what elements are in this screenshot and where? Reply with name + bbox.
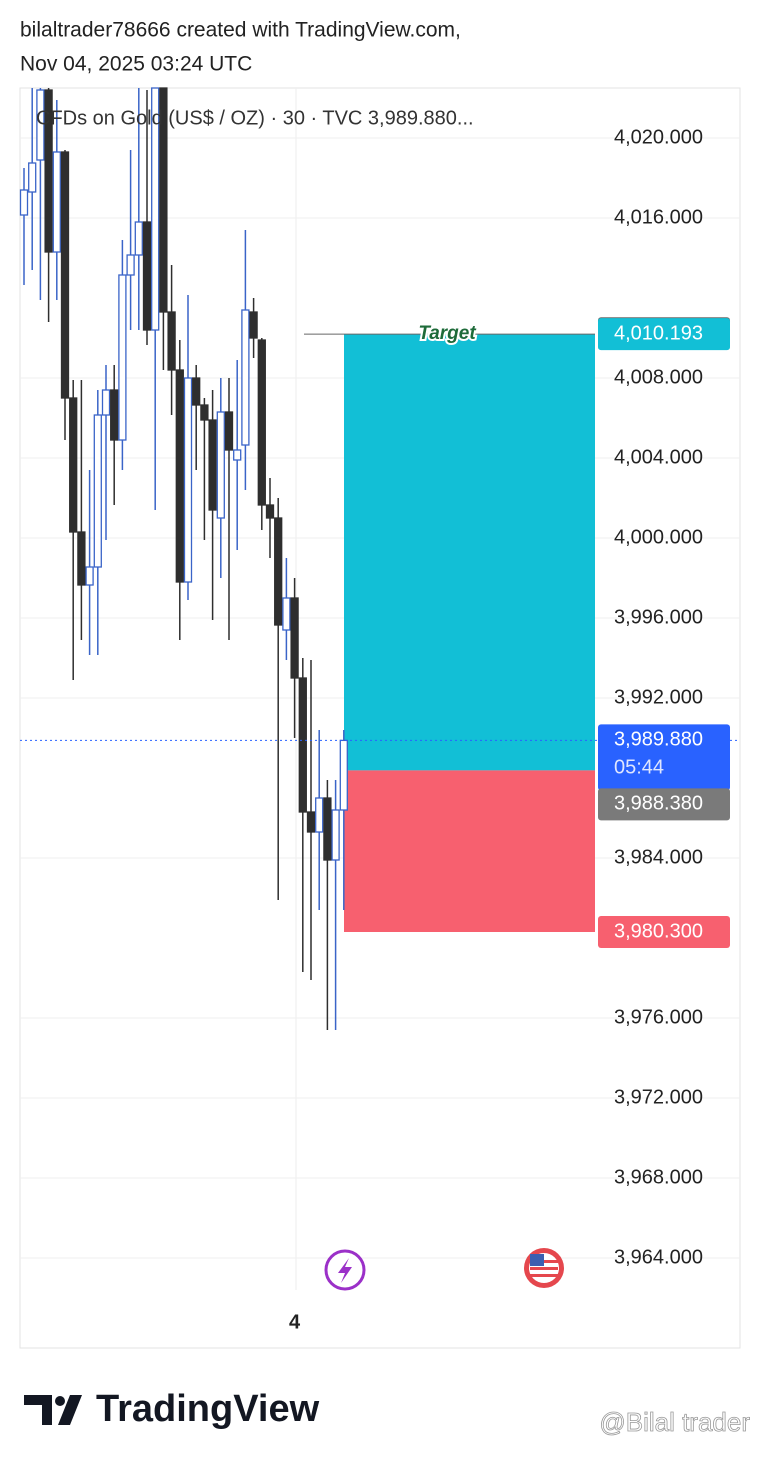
watermark: @Bilal trader	[599, 1407, 750, 1437]
candle-body	[44, 89, 53, 253]
lightning-icon	[324, 1249, 366, 1291]
candle-body	[339, 739, 348, 811]
plot: 4,020.000 4,016.000 4,008.000 4,004.000 4,00…	[19, 87, 740, 1333]
candle-body	[93, 414, 102, 568]
countdown-label: 05:44	[614, 757, 664, 779]
candle-body	[233, 449, 242, 461]
candle-body	[151, 87, 160, 331]
candle-body	[331, 809, 340, 861]
candle-body	[192, 377, 201, 406]
candle-body	[183, 377, 193, 583]
price-label: 4,010.193	[614, 322, 703, 344]
legend-title: CFDs on Gold (US$ / OZ) · 30 · TVC 3,989…	[36, 107, 474, 129]
candle-body	[159, 87, 168, 313]
candle-body	[52, 151, 61, 253]
candle-body	[323, 797, 332, 861]
candle-body	[265, 504, 275, 519]
y-tick-label: 4,000.000	[614, 526, 703, 548]
target-label: Target	[418, 323, 476, 344]
candle-body	[60, 151, 70, 399]
y-tick-label: 4,016.000	[614, 206, 703, 228]
candle-body	[118, 274, 127, 441]
tv-logo	[24, 1395, 82, 1425]
candle-body	[224, 411, 234, 451]
candle-body	[69, 397, 78, 533]
candle-body	[101, 389, 111, 416]
flag-icon	[524, 1248, 564, 1288]
candle-body	[200, 404, 209, 421]
price-label-box	[598, 916, 730, 948]
candle-body	[175, 369, 184, 583]
candle-body	[167, 311, 176, 371]
candle-body	[110, 389, 119, 441]
candle-body	[208, 419, 217, 511]
price-label-box	[598, 318, 730, 351]
candle-body	[290, 597, 299, 679]
price-label: 3,980.300	[614, 920, 703, 942]
candle-body	[298, 677, 307, 813]
candle-body	[282, 597, 291, 631]
candle-body	[134, 221, 143, 256]
candle-body	[142, 221, 152, 331]
y-tick-label: 3,984.000	[614, 846, 703, 868]
header-line: Nov 04, 2025 03:24 UTC	[20, 53, 252, 76]
candle-body	[306, 811, 316, 833]
y-tick-label: 3,976.000	[614, 1006, 703, 1028]
price-label: 3,988.380	[614, 793, 703, 815]
candle-body	[126, 254, 135, 276]
y-tick-label: 3,996.000	[614, 606, 703, 628]
logo-text: TradingView	[96, 1388, 320, 1430]
y-tick-label: 3,992.000	[614, 686, 703, 708]
candle-body	[77, 531, 86, 586]
candle-body	[257, 339, 266, 506]
loss-zone	[344, 770, 595, 932]
y-tick-label: 3,964.000	[614, 1246, 703, 1268]
frame	[19, 87, 741, 1349]
candle-body	[85, 566, 94, 586]
candle-body	[249, 311, 258, 339]
header-line: bilaltrader78666 created with TradingVie…	[20, 19, 461, 42]
candle-body	[315, 797, 324, 833]
y-tick-label: 3,972.000	[614, 1086, 703, 1108]
profit-zone	[344, 334, 595, 771]
candle-body	[36, 89, 45, 161]
current-price-label: 3,989.880	[614, 729, 703, 751]
price-label-box	[598, 788, 730, 821]
y-tick-label: 4,008.000	[614, 366, 703, 388]
y-tick-label: 4,020.000	[614, 126, 703, 148]
y-tick-label: 4,004.000	[614, 446, 703, 468]
current-price-box	[598, 724, 730, 791]
candle-body	[28, 162, 37, 193]
y-tick-label: 3,968.000	[614, 1166, 703, 1188]
candle-body	[241, 309, 250, 446]
candle-body	[19, 189, 29, 216]
candle-body	[216, 411, 225, 519]
candle-body	[274, 517, 283, 626]
x-tick-label: 4	[289, 1311, 301, 1333]
